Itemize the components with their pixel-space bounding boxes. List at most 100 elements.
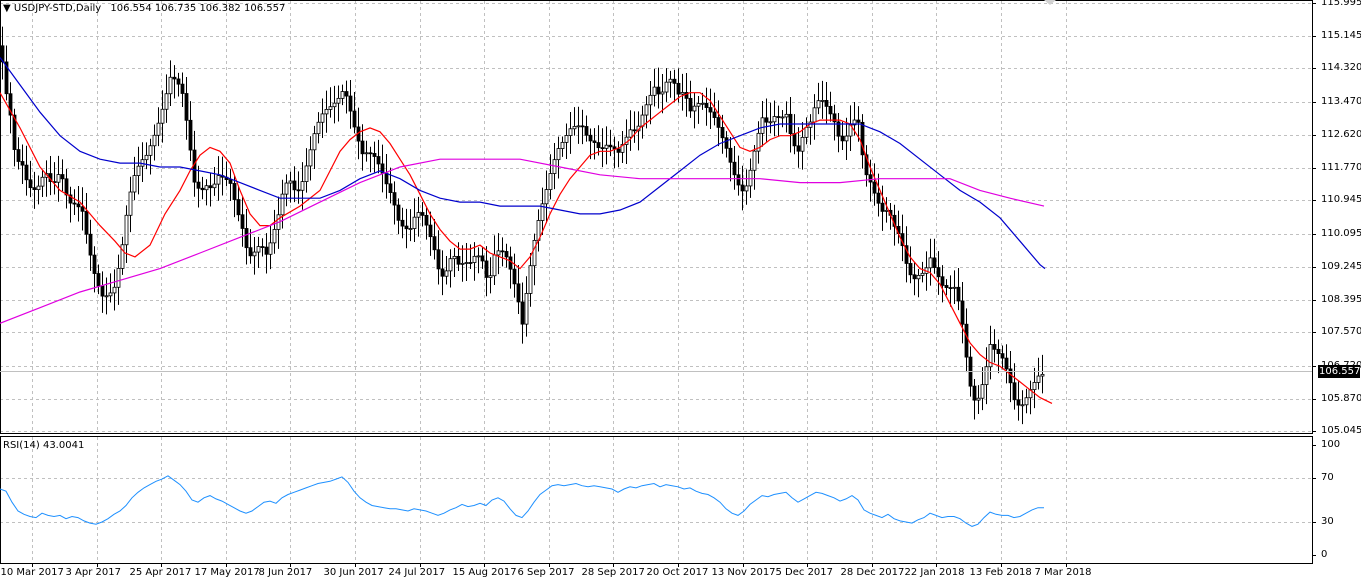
candle [1036,357,1041,390]
candle [16,137,21,170]
candle [516,265,521,315]
candle [80,187,85,231]
candle [1028,380,1033,415]
candle [824,82,829,124]
candle [896,210,901,244]
candle [396,198,401,234]
candle [508,246,513,289]
candle [172,65,177,99]
candle [184,76,189,140]
candle [100,271,105,313]
candle [960,282,965,344]
candle [872,163,877,206]
candle [408,209,413,242]
candle [980,367,985,411]
candle [784,101,789,133]
chart-frame [0,0,1313,564]
candle [724,131,729,158]
candle [608,129,613,157]
candle [820,80,825,119]
candle [304,148,309,193]
header-arrow-icon[interactable]: ▼ [3,3,11,14]
candle [432,218,437,260]
candle [196,165,201,208]
candle [128,176,133,233]
candle [364,140,369,162]
candle [520,282,525,344]
candle [880,185,885,231]
time-tick-label: 30 Jun 2017 [323,567,384,578]
candle [344,80,349,114]
candle [664,68,669,102]
candle [24,145,29,196]
chart-header: ▼ USDJPY-STD,Daily 106.554 106.735 106.3… [3,3,285,14]
price-tick-label: 115.145 [1321,29,1361,41]
candle [1008,351,1013,403]
candle [72,189,77,215]
candle [616,141,621,168]
price-tick-label: 115.995 [1321,0,1361,8]
candle [384,154,389,199]
rsi-tick-label: 100 [1321,438,1341,450]
candle [848,105,853,152]
candle [700,92,705,110]
rsi-tick-label: 0 [1321,548,1328,560]
candle [320,98,325,138]
candle [48,156,53,196]
candle [976,385,981,415]
candle [728,137,733,182]
time-tick-label: 28 Sep 2017 [581,567,645,578]
candle [380,144,385,193]
candle [524,276,529,337]
candle [720,114,725,154]
candle [492,235,497,286]
candle [440,250,445,296]
candle [20,144,25,184]
candle [504,243,509,268]
candle [684,72,689,117]
symbol-label: USDJPY-STD,Daily [13,3,102,14]
candle [260,238,265,257]
candle [40,170,45,198]
candle [900,214,905,262]
candle [1040,354,1045,394]
candle [868,159,873,202]
candle [436,230,441,285]
ohlc-values: 106.554 106.735 106.382 106.557 [110,3,286,14]
candle [480,246,485,269]
ma-fast-line [0,92,1053,404]
candle [544,170,549,224]
time-tick-label: 17 May 2017 [194,567,260,578]
candle [8,82,13,134]
price-tick-label: 108.395 [1321,293,1361,305]
rsi-tick-label: 30 [1321,515,1334,527]
candle [788,96,793,153]
candle [0,26,5,80]
candle [448,249,453,288]
candle [108,273,113,303]
collapse-arrow-icon[interactable] [1044,0,1056,5]
candle [452,247,457,278]
candle [816,82,821,115]
candle [64,169,69,209]
price-candles [0,26,1045,425]
candle [952,270,957,304]
candle [472,242,477,281]
candle [428,211,433,256]
candle [256,236,261,268]
candle [1000,345,1005,370]
candle [176,72,181,97]
candle [972,378,977,420]
ma-slow-line [0,158,1045,324]
candle [944,279,949,296]
candle [540,187,545,236]
candle [676,68,681,103]
candle [768,102,773,134]
time-tick-label: 6 Sep 2017 [517,567,575,578]
candle [324,90,329,133]
candle [996,339,1001,374]
time-tick-label: 5 Dec 2017 [775,567,834,578]
candle [316,112,321,144]
candle [140,142,145,183]
time-tick-label: 28 Dec 2017 [840,567,905,578]
